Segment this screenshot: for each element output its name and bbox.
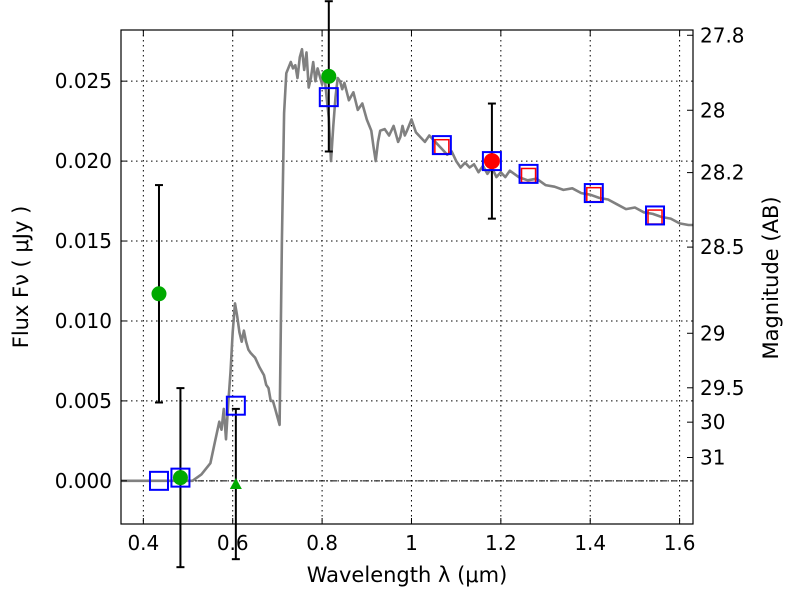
red-circle-marker [483,153,500,170]
blue-square-marker [225,395,246,416]
green-circle-marker [172,470,188,486]
green-circle-marker [321,68,337,84]
x-tick-label: 0.8 [306,531,338,555]
blue-square-marker [518,163,539,184]
blue-square-marker [170,467,191,488]
x-tick-label: 1.6 [664,531,696,555]
model-spectrum [121,47,693,483]
tick-labels: 0.4 0.6 0.8 1 1.2 1.4 1.6 0.000 0.005 0.010 0.015 0… [55,23,745,555]
spectrum-line [121,47,693,483]
y2-tick-label: 28.5 [700,235,745,259]
y2-tick-label: 29 [700,321,725,345]
x-tick-label: 0.6 [217,531,249,555]
y-tick-label: 0.010 [55,309,112,333]
data-markers [148,68,666,491]
y2-tick-label: 27.8 [700,23,745,47]
grid-lines [121,30,693,524]
blue-square-marker [645,205,666,226]
y-tick-label: 0.020 [55,149,112,173]
x-tick-label: 1 [405,531,418,555]
blue-square-marker [583,183,604,204]
y-tick-label: 0.000 [55,469,112,493]
plot-frame [120,29,694,525]
y-tick-label: 0.005 [55,389,112,413]
blue-square-marker [431,135,452,156]
y2-tick-label: 28 [700,98,725,122]
x-tick-label: 1.2 [485,531,517,555]
x-axis-title: Wavelength λ (μm) [307,563,508,587]
blue-square-marker [148,470,169,491]
x-tick-label: 0.4 [127,531,159,555]
green-triangle-marker [229,478,242,490]
x-tick-label: 1.4 [574,531,606,555]
y2-tick-label: 28.2 [700,161,745,185]
y-tick-label: 0.015 [55,229,112,253]
blue-square-marker [318,87,339,108]
y2-axis-title: Magnitude (AB) [759,196,783,359]
y-tick-label: 0.025 [55,69,112,93]
y2-tick-label: 29.5 [700,376,745,400]
ticks [121,30,693,524]
green-circle-marker [151,286,167,302]
y2-tick-label: 31 [700,445,725,469]
y2-tick-label: 30 [700,410,725,434]
blue-square-marker [481,151,502,172]
y-axis-title: Flux Fν ( μJy ) [9,206,33,349]
